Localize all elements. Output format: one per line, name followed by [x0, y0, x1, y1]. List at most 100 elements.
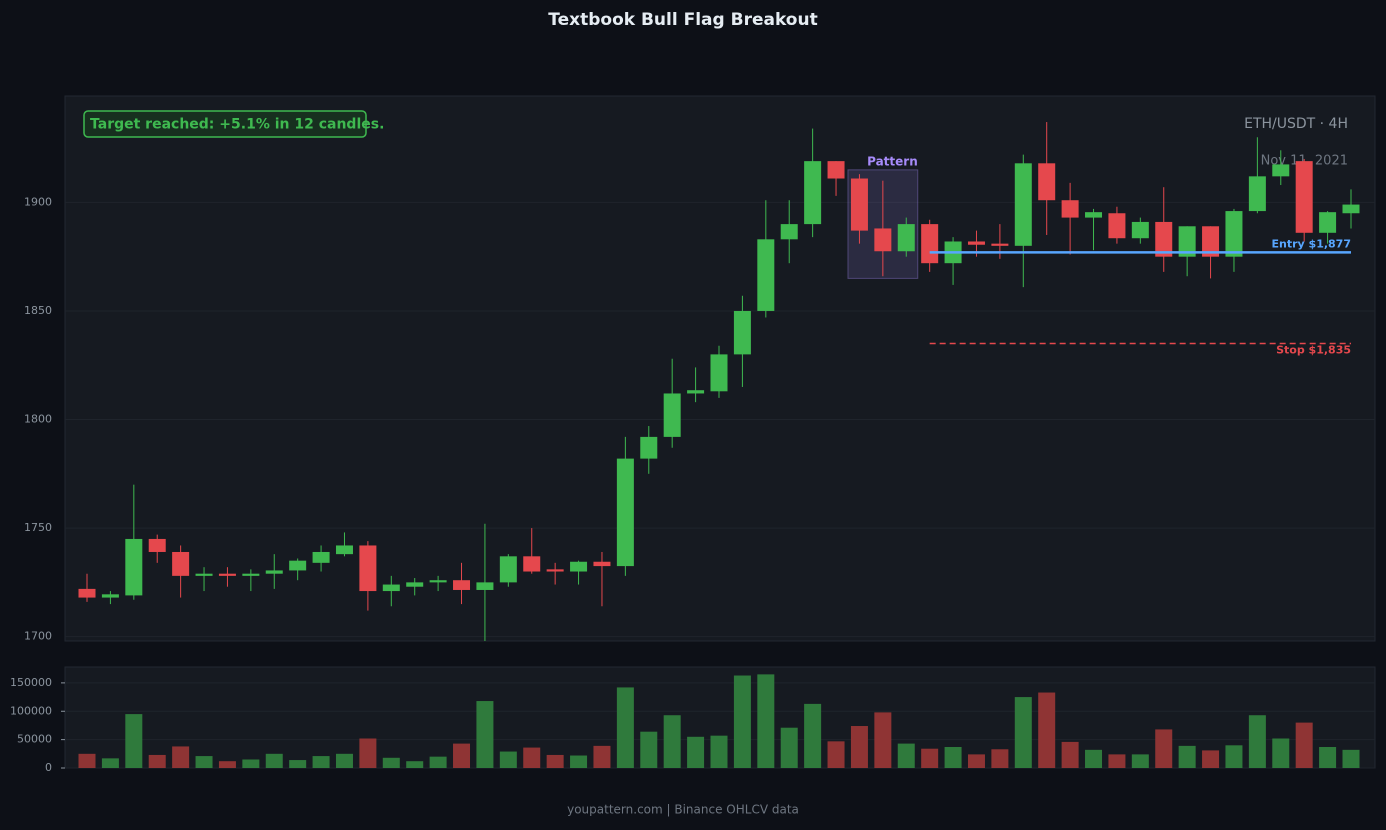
volume-bar: [1085, 749, 1103, 768]
volume-bar: [499, 751, 517, 768]
candle-body: [710, 354, 728, 392]
candle-body: [172, 551, 190, 576]
annotation-box: [83, 110, 367, 138]
candle-body: [1178, 226, 1196, 257]
volume-bar: [453, 743, 471, 768]
annotation: Target reached: +5.1% in 12 candles.: [90, 117, 384, 133]
volume-tick-label: 50000: [17, 733, 52, 746]
candle-body: [1131, 221, 1149, 239]
volume-bar: [148, 754, 166, 768]
volume-bar: [242, 759, 260, 768]
candle-body: [125, 538, 143, 596]
candle-body: [1342, 204, 1360, 214]
volume-bar: [663, 715, 681, 768]
volume-tick-label: 100000: [10, 704, 52, 717]
volume-bar: [710, 735, 728, 768]
volume-bar: [265, 753, 283, 768]
candle-body: [1272, 164, 1290, 177]
volume-bar: [640, 731, 658, 768]
level-label: Stop $1,835: [1276, 344, 1351, 357]
candle-body: [1319, 212, 1337, 233]
volume-bar: [1342, 749, 1360, 768]
volume-bar: [1155, 729, 1173, 768]
volume-tick-label: 0: [45, 761, 52, 774]
y-tick-label: 1800: [24, 413, 52, 426]
volume-bar: [195, 756, 213, 768]
volume-bar: [172, 746, 190, 768]
candle-body: [804, 161, 822, 225]
candle-body: [663, 393, 681, 437]
candle-body: [1014, 163, 1032, 246]
candle-body: [499, 556, 517, 583]
candle-body: [1155, 221, 1173, 257]
candle-body: [827, 161, 845, 179]
volume-bar: [1014, 697, 1032, 768]
volume-bar: [944, 747, 962, 768]
candle-body: [476, 582, 494, 590]
candle-body: [850, 178, 868, 231]
candle-body: [991, 243, 1009, 246]
volume-bar: [289, 760, 307, 768]
volume-bar: [570, 755, 588, 768]
candle-body: [148, 538, 166, 552]
candle-body: [1061, 200, 1079, 218]
pattern-label: Pattern: [867, 154, 918, 168]
candle-body: [640, 436, 658, 459]
candle-body: [382, 584, 400, 592]
volume-bar: [382, 757, 400, 768]
volume-bar: [1131, 754, 1149, 768]
candle-body: [195, 573, 213, 576]
candle-body: [967, 241, 985, 245]
volume-bar: [687, 736, 705, 768]
chart-title: Textbook Bull Flag Breakout: [548, 10, 817, 30]
candle-body: [335, 545, 353, 555]
candle-body: [757, 239, 775, 311]
footer: youpattern.com | Binance OHLCV data: [567, 803, 799, 817]
candle-body: [101, 594, 119, 598]
volume-bar: [850, 726, 868, 768]
candle-body: [897, 224, 915, 252]
candle-body: [218, 573, 236, 576]
candle-body: [359, 545, 377, 592]
volume-bar: [101, 758, 119, 768]
volume-bar: [780, 727, 798, 768]
candle-body: [242, 573, 260, 576]
volume-bar: [897, 743, 915, 768]
volume-bar: [78, 753, 96, 768]
volume-bar: [1295, 722, 1313, 768]
volume-bar: [312, 756, 330, 768]
candle-body: [874, 228, 892, 252]
candle-body: [687, 390, 705, 394]
volume-bar: [125, 714, 143, 768]
candle-body: [453, 580, 471, 590]
volume-bar: [1319, 747, 1337, 768]
candle-body: [546, 569, 564, 572]
candle-body: [780, 224, 798, 240]
volume-bar: [1225, 745, 1243, 768]
volume-tick-label: 150000: [10, 676, 52, 689]
candle-body: [429, 580, 447, 583]
candle-body: [1248, 176, 1266, 212]
symbol: ETH/USDT · 4H: [1244, 116, 1348, 132]
candle-body: [570, 561, 588, 572]
volume-bar: [1108, 754, 1126, 768]
volume-bar: [593, 745, 611, 768]
candle-body: [523, 556, 541, 572]
y-tick-label: 1850: [24, 304, 52, 317]
candle-body: [616, 458, 634, 567]
volume-bar: [429, 756, 447, 768]
volume-bar: [406, 761, 424, 768]
candle-body: [406, 582, 424, 587]
volume-bar: [476, 701, 494, 768]
candle-body: [289, 560, 307, 571]
candle-body: [733, 310, 751, 355]
volume-bar: [991, 749, 1009, 768]
y-tick-label: 1900: [24, 195, 52, 208]
candle-body: [1085, 212, 1103, 218]
volume-bar: [827, 741, 845, 768]
volume-bar: [874, 712, 892, 768]
volume-bar: [335, 753, 353, 768]
volume-bar: [1178, 745, 1196, 768]
candle-body: [1225, 211, 1243, 257]
